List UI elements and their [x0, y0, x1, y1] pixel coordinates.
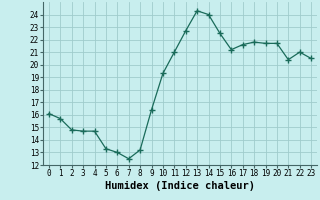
- X-axis label: Humidex (Indice chaleur): Humidex (Indice chaleur): [105, 181, 255, 191]
